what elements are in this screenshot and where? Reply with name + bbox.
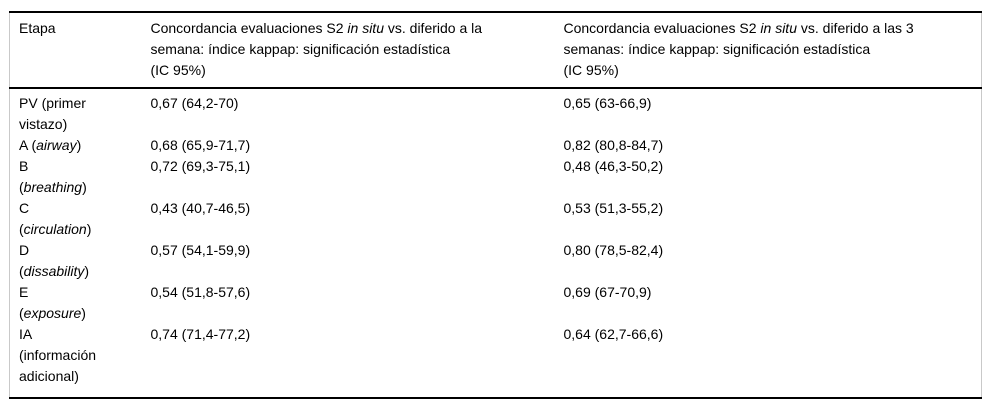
header-cell-week1: Concordancia evaluaciones S2 in situ vs.…	[150, 12, 564, 89]
header-cell-etapa: Etapa	[9, 12, 151, 89]
kappa-week3-cell: 0,69 (67-70,9)	[563, 284, 652, 300]
kappa-week1-cell: 0,43 (40,7-46,5)	[150, 200, 251, 216]
stage-cell: E (exposure)	[19, 284, 86, 321]
table-row: A (airway) 0,68 (65,9-71,7) 0,82 (80,8-84,…	[10, 135, 982, 156]
kappa-week1-cell: 0,68 (65,9-71,7)	[150, 137, 251, 153]
table-row: D (dissability) 0,57 (54,1-59,9) 0,80 (78,5…	[10, 240, 982, 282]
stage-cell: D (dissability)	[19, 242, 90, 279]
table-row: E (exposure) 0,54 (51,8-57,6) 0,69 (67-70,9…	[10, 282, 982, 324]
table-row: IA (información adicional) 0,74 (71,4-77,2)…	[10, 324, 982, 398]
kappa-week1-cell: 0,67 (64,2-70)	[150, 95, 239, 111]
table-row: C (circulation) 0,43 (40,7-46,5) 0,53 (51,3…	[10, 198, 982, 240]
kappa-week1-cell: 0,74 (71,4-77,2)	[150, 326, 251, 342]
kappa-week3-cell: 0,64 (62,7-66,6)	[563, 326, 664, 342]
kappa-week1-cell: 0,72 (69,3-75,1)	[150, 158, 251, 174]
kappa-week1-cell: 0,54 (51,8-57,6)	[150, 284, 251, 300]
header-cell-week3: Concordancia evaluaciones S2 in situ vs.…	[563, 12, 982, 89]
kappa-week3-cell: 0,82 (80,8-84,7)	[563, 137, 664, 153]
kappa-week3-cell: 0,65 (63-66,9)	[563, 95, 652, 111]
stage-cell: B (breathing)	[19, 158, 87, 195]
concordance-table: Etapa Concordancia evaluaciones S2 in sit…	[9, 11, 982, 399]
table-header: Etapa Concordancia evaluaciones S2 in sit…	[9, 12, 982, 89]
header-row: Etapa Concordancia evaluaciones S2 in sit…	[9, 12, 982, 89]
kappa-week3-cell: 0,80 (78,5-82,4)	[563, 242, 664, 258]
table-row: PV (primer vistazo) 0,67 (64,2-70) 0,65 (63…	[10, 88, 982, 135]
stage-cell: PV (primer vistazo)	[19, 95, 86, 132]
kappa-week3-cell: 0,53 (51,3-55,2)	[563, 200, 664, 216]
table-body: PV (primer vistazo) 0,67 (64,2-70) 0,65 (63…	[10, 88, 982, 398]
stage-cell: C (circulation)	[19, 200, 92, 237]
stage-cell: A (airway)	[19, 137, 82, 153]
table-row: B (breathing) 0,72 (69,3-75,1) 0,48 (46,3-5…	[10, 156, 982, 198]
concordance-table-container: Etapa Concordancia evaluaciones S2 in sit…	[9, 11, 982, 399]
stage-cell: IA (información adicional)	[19, 326, 97, 384]
kappa-week3-cell: 0,48 (46,3-50,2)	[563, 158, 664, 174]
kappa-week1-cell: 0,57 (54,1-59,9)	[150, 242, 251, 258]
